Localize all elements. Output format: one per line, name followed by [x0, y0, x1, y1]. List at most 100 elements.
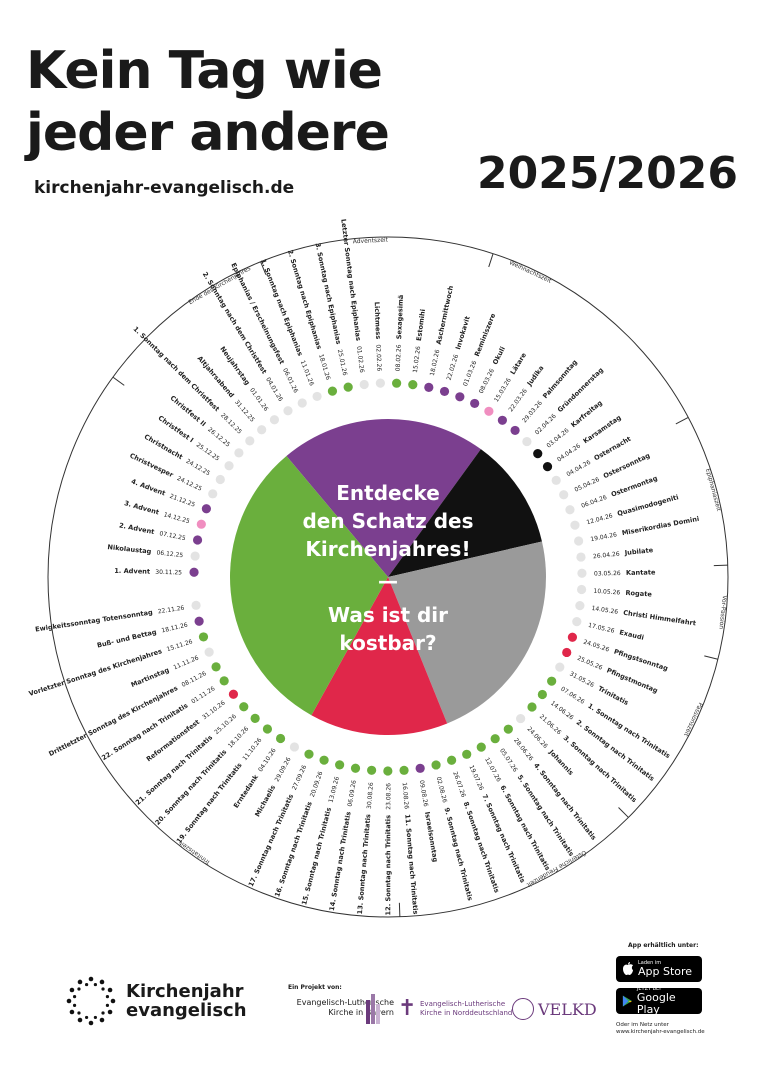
feast-date: 04.04.26 [565, 459, 592, 478]
feast-dot[interactable] [375, 378, 385, 388]
feast-dot[interactable] [572, 616, 582, 627]
feast-dot[interactable] [399, 765, 409, 775]
feast-dot[interactable] [289, 742, 300, 752]
app-store-button[interactable]: Laden im App Store [616, 956, 702, 982]
feast-dot[interactable] [335, 760, 345, 770]
feast-dot[interactable] [415, 763, 425, 773]
feast-dot[interactable] [424, 382, 434, 392]
feast-dot[interactable] [551, 475, 561, 485]
feast-dot[interactable] [350, 763, 361, 773]
feast-date: 31.12.25 [233, 399, 256, 424]
feast-dot[interactable] [567, 632, 578, 642]
feast-dot[interactable] [503, 724, 513, 734]
feast-dot[interactable] [283, 406, 293, 416]
feast-date: 31.10.26 [201, 699, 227, 721]
feast-dot[interactable] [234, 448, 244, 458]
season-divider [675, 416, 689, 425]
feast-dot[interactable] [228, 689, 239, 699]
feast-dot[interactable] [470, 398, 480, 409]
feast-dot[interactable] [319, 755, 329, 765]
feast-dot[interactable] [239, 702, 249, 712]
feast-dot[interactable] [215, 474, 225, 485]
feast-dot[interactable] [198, 632, 209, 642]
feast-dot[interactable] [565, 505, 575, 515]
google-play-big: Google Play [636, 991, 676, 1016]
feast-label: 26.04.26 Jubilate [593, 546, 654, 560]
feast-dot[interactable] [447, 755, 457, 765]
feast-date: 04.10.26 [257, 747, 278, 773]
feast-dot[interactable] [192, 535, 203, 545]
feast-date: 15.11.26 [166, 638, 194, 653]
feast-dot[interactable] [383, 766, 393, 776]
feast-dot[interactable] [408, 379, 418, 390]
feast-dot[interactable] [490, 734, 500, 744]
feast-dot[interactable] [245, 436, 255, 446]
web-note-line-2[interactable]: www.kirchenjahr-evangelisch.de [616, 1029, 705, 1035]
feast-dot[interactable] [574, 536, 584, 546]
logo-dot [72, 1003, 77, 1007]
feast-dot[interactable] [191, 600, 201, 610]
feast-dot[interactable] [576, 552, 586, 562]
feast-dot[interactable] [577, 568, 587, 578]
app-available-label: App erhältlich unter: [628, 942, 699, 949]
feast-dot[interactable] [211, 662, 221, 672]
feast-dot[interactable] [462, 749, 472, 759]
feast-dot[interactable] [262, 724, 273, 734]
feast-dot[interactable] [555, 662, 565, 672]
feast-dot[interactable] [194, 616, 204, 626]
feast-dot[interactable] [367, 765, 377, 775]
logo-dot [77, 987, 81, 991]
feast-dot[interactable] [359, 379, 369, 390]
feast-name: Quasimodogeniti [616, 493, 679, 518]
feast-dot[interactable] [562, 647, 572, 658]
feast-date: 11.10.26 [241, 737, 263, 762]
feast-date: 25.01.26 [336, 349, 348, 377]
feast-date: 18.02.26 [429, 349, 442, 377]
feast-dot[interactable] [510, 425, 520, 436]
feast-dot[interactable] [559, 490, 569, 500]
feast-dot[interactable] [570, 520, 580, 530]
feast-dot[interactable] [304, 749, 314, 759]
feast-dot[interactable] [196, 519, 206, 529]
feast-date: 04.04.26 [556, 442, 582, 463]
feast-dot[interactable] [527, 702, 537, 712]
website-link[interactable]: kirchenjahr-evangelisch.de [34, 178, 295, 198]
feast-dot[interactable] [312, 391, 322, 402]
feast-dot[interactable] [392, 378, 402, 388]
feast-dot[interactable] [431, 760, 441, 770]
feast-date: 17.05.26 [587, 622, 615, 635]
feast-dot[interactable] [542, 462, 553, 472]
feast-dot[interactable] [297, 398, 307, 408]
feast-dot[interactable] [204, 647, 214, 657]
feast-dot[interactable] [533, 449, 543, 459]
feast-dot[interactable] [224, 461, 234, 471]
feast-dot[interactable] [497, 415, 507, 425]
feast-dot[interactable] [189, 567, 199, 577]
feast-dot[interactable] [455, 392, 465, 402]
feast-dot[interactable] [516, 713, 526, 724]
season-label: Österliche Freudenzeit [525, 849, 587, 889]
feast-dot[interactable] [439, 386, 450, 397]
feast-dot[interactable] [269, 415, 280, 425]
feast-dot[interactable] [327, 386, 338, 396]
feast-date: 10.05.26 [593, 588, 620, 597]
feast-dot[interactable] [476, 742, 486, 752]
feast-dot[interactable] [547, 676, 557, 686]
feast-dot[interactable] [257, 425, 267, 435]
feast-dot[interactable] [219, 676, 229, 686]
feast-dot[interactable] [208, 489, 218, 499]
feast-dot[interactable] [201, 504, 211, 514]
feast-dot[interactable] [250, 713, 260, 723]
feast-dot[interactable] [576, 584, 587, 595]
feast-dot[interactable] [275, 733, 286, 744]
feast-dot[interactable] [537, 689, 547, 700]
feast-dot[interactable] [484, 406, 494, 416]
feast-name: Invokavit [454, 315, 472, 350]
google-play-button[interactable]: JETZT BEI Google Play [616, 986, 702, 1016]
feast-dot[interactable] [575, 601, 585, 611]
feast-dot[interactable] [190, 551, 200, 561]
feast-dot[interactable] [522, 436, 532, 447]
feast-dot[interactable] [343, 382, 353, 392]
